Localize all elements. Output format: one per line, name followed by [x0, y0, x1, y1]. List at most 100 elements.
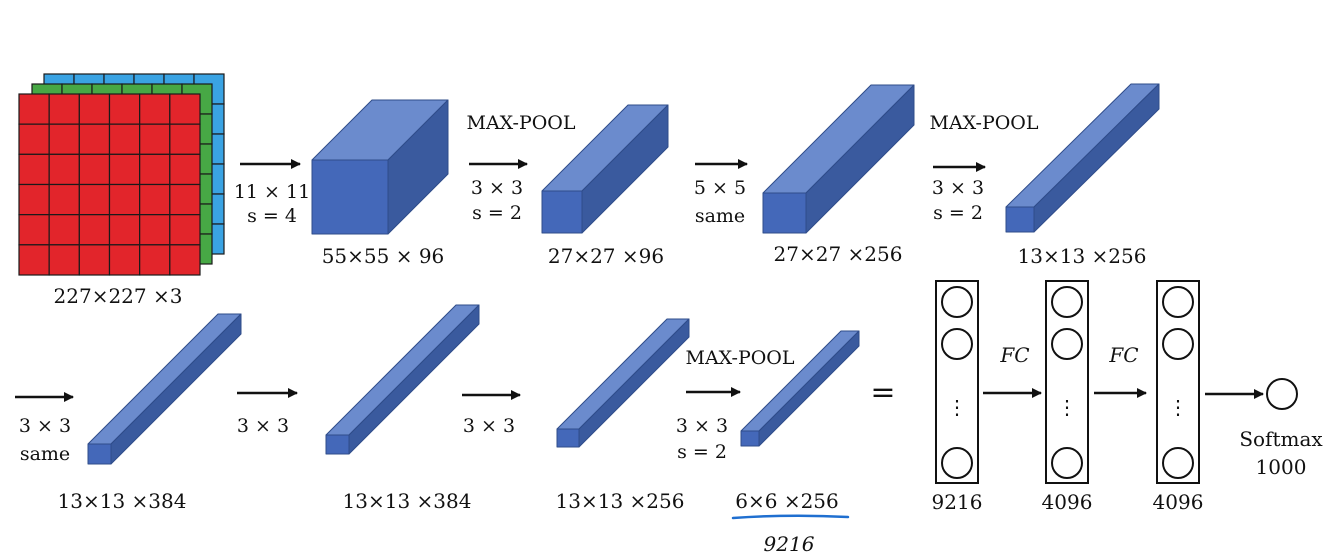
- grid-cell: [18, 123, 50, 155]
- conv1-kernel-label: 11 × 11: [234, 181, 310, 203]
- grid-cell: [18, 214, 50, 246]
- grid-cell: [139, 214, 171, 246]
- block-side-face: [1033, 83, 1160, 233]
- volume-13x13x384-a: [87, 313, 242, 465]
- vol6-size-label: 13×13 ×384: [343, 489, 472, 513]
- grid-cell: [48, 214, 80, 246]
- grid-cell: [78, 153, 111, 186]
- volume-27x27x256: [762, 84, 915, 234]
- grid-cell: [139, 244, 171, 276]
- grid-cell: [169, 214, 201, 246]
- grid-cell: [139, 93, 171, 125]
- block-front-face: [541, 190, 583, 234]
- fc-layer-4096-b: [1156, 280, 1200, 484]
- block-front-face: [762, 192, 807, 234]
- block-front-face: [87, 443, 112, 465]
- pool2-stride-label: s = 2: [933, 202, 983, 224]
- volume-13x13x256: [556, 318, 690, 448]
- neuron: [941, 447, 973, 479]
- block-top-face: [740, 330, 860, 432]
- volume-6x6x256: [740, 330, 860, 447]
- grid-cell: [108, 183, 141, 216]
- fc-layer-9216: [935, 280, 979, 484]
- pool3-kernel-label: 3 × 3: [676, 415, 728, 437]
- vol1-size-label: 55×55 × 96: [322, 244, 445, 268]
- grid-cell: [139, 153, 171, 186]
- block-front-face: [325, 434, 350, 455]
- block-side-face: [110, 313, 242, 465]
- input-volume: [18, 73, 225, 276]
- grid-cell: [48, 244, 80, 276]
- neuron: [1051, 286, 1083, 318]
- conv2-kernel-label: 5 × 5: [694, 177, 746, 199]
- pool1-kernel-label: 3 × 3: [471, 177, 523, 199]
- grid-cell: [18, 244, 50, 276]
- grid-cell: [78, 214, 111, 246]
- conv3-pad-label: same: [20, 443, 70, 465]
- neuron: [941, 328, 973, 360]
- vol5-size-label: 13×13 ×384: [58, 489, 187, 513]
- grid-cell: [18, 183, 50, 216]
- volume-55x55x96: [311, 99, 449, 235]
- fc-layer-4096-a-label: 4096: [1042, 490, 1093, 514]
- grid-cell: [108, 153, 141, 186]
- grid-cell: [108, 214, 141, 246]
- grid-cell: [139, 183, 171, 216]
- grid-cell: [48, 153, 80, 186]
- neuron: [1051, 447, 1083, 479]
- grid-cell: [108, 93, 141, 125]
- input-size-label: 227×227 ×3: [54, 284, 183, 308]
- fc-layer-4096-a: [1045, 280, 1089, 484]
- neuron: [1162, 286, 1194, 318]
- pool1-title: MAX-POOL: [467, 112, 576, 134]
- block-front-face: [556, 428, 580, 448]
- conv1-stride-label: s = 4: [247, 205, 297, 227]
- conv2-pad-label: same: [695, 205, 745, 227]
- grid-cell: [169, 244, 201, 276]
- grid-cell: [169, 183, 201, 216]
- block-front-face: [311, 159, 389, 235]
- fc-layer-9216-label: 9216: [932, 490, 983, 514]
- grid-cell: [139, 123, 171, 155]
- block-top-face: [325, 304, 480, 436]
- block-top-face: [1005, 83, 1160, 208]
- pool3-title: MAX-POOL: [686, 347, 795, 369]
- vol8-size-label: 6×6 ×256: [735, 489, 839, 513]
- neuron: [941, 286, 973, 318]
- block-side-face: [348, 304, 480, 455]
- pool1-stride-label: s = 2: [472, 202, 522, 224]
- neuron: [1162, 447, 1194, 479]
- grid-cell: [169, 93, 201, 125]
- grid-cell: [78, 244, 111, 276]
- vol4-size-label: 13×13 ×256: [1018, 244, 1147, 268]
- fc3-ellipsis: ⋮: [1168, 395, 1188, 419]
- fc1-ellipsis: ⋮: [947, 395, 967, 419]
- fc2-ellipsis: ⋮: [1057, 395, 1077, 419]
- pool2-kernel-label: 3 × 3: [932, 177, 984, 199]
- grid-cell: [48, 93, 80, 125]
- conv4-kernel-label: 3 × 3: [237, 415, 289, 437]
- handwritten-fc-label-2: FC: [1108, 343, 1138, 367]
- pool3-stride-label: s = 2: [677, 441, 727, 463]
- conv5-kernel-label: 3 × 3: [463, 415, 515, 437]
- block-front-face: [1005, 206, 1035, 233]
- equals-sign: =: [870, 375, 895, 410]
- grid-cell: [48, 123, 80, 155]
- handwritten-flatten-size: 9216: [764, 532, 815, 556]
- grid-cell: [78, 183, 111, 216]
- handwritten-underline: [731, 514, 850, 520]
- grid-cell: [169, 123, 201, 155]
- volume-13x13x384-b: [325, 304, 480, 455]
- vol7-size-label: 13×13 ×256: [556, 489, 685, 513]
- softmax-title: Softmax: [1239, 427, 1323, 451]
- conv3-kernel-label: 3 × 3: [19, 415, 71, 437]
- grid-cell: [78, 123, 111, 155]
- grid-cell: [108, 123, 141, 155]
- pool2-title: MAX-POOL: [930, 112, 1039, 134]
- grid-cell: [78, 93, 111, 125]
- grid-cell: [48, 183, 80, 216]
- volume-13x13x256: [1005, 83, 1160, 233]
- softmax-size-label: 1000: [1256, 455, 1307, 479]
- grid-cell: [18, 153, 50, 186]
